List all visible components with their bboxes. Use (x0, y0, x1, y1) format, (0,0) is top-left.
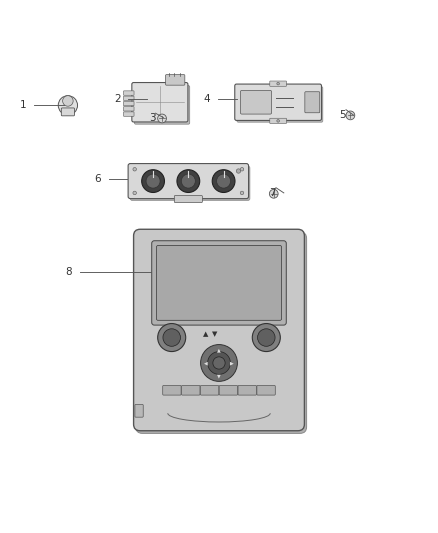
FancyBboxPatch shape (305, 92, 320, 113)
FancyBboxPatch shape (219, 385, 237, 395)
Text: ▼: ▼ (217, 374, 221, 378)
FancyBboxPatch shape (124, 96, 134, 101)
Circle shape (240, 191, 244, 195)
FancyBboxPatch shape (152, 241, 286, 325)
Circle shape (213, 357, 225, 369)
Circle shape (133, 191, 137, 195)
Circle shape (177, 169, 200, 192)
Circle shape (252, 324, 280, 352)
Circle shape (269, 189, 278, 198)
Circle shape (158, 324, 186, 352)
FancyBboxPatch shape (135, 405, 143, 417)
FancyBboxPatch shape (237, 87, 323, 122)
FancyBboxPatch shape (156, 246, 282, 320)
Circle shape (212, 169, 235, 192)
FancyBboxPatch shape (174, 196, 202, 203)
FancyBboxPatch shape (136, 232, 307, 433)
Text: ▶: ▶ (230, 360, 234, 366)
Text: 8: 8 (66, 266, 72, 277)
FancyBboxPatch shape (162, 385, 181, 395)
FancyBboxPatch shape (132, 83, 188, 122)
Text: 3: 3 (149, 112, 155, 123)
Circle shape (277, 82, 279, 85)
FancyBboxPatch shape (201, 385, 219, 395)
Circle shape (258, 329, 275, 346)
Text: ▲: ▲ (217, 348, 221, 352)
Circle shape (146, 174, 160, 188)
FancyBboxPatch shape (124, 112, 134, 116)
FancyBboxPatch shape (240, 91, 272, 114)
Circle shape (346, 111, 355, 120)
Circle shape (240, 167, 244, 171)
FancyBboxPatch shape (235, 84, 321, 120)
Circle shape (163, 329, 180, 346)
FancyBboxPatch shape (61, 108, 74, 116)
Circle shape (141, 169, 164, 192)
Circle shape (277, 119, 279, 122)
Circle shape (201, 344, 237, 382)
Circle shape (216, 174, 230, 188)
FancyBboxPatch shape (134, 86, 190, 124)
FancyBboxPatch shape (124, 107, 134, 111)
Text: 6: 6 (94, 174, 101, 184)
FancyBboxPatch shape (124, 101, 134, 106)
Circle shape (181, 174, 195, 188)
Text: 4: 4 (204, 94, 210, 104)
Circle shape (158, 114, 166, 123)
Circle shape (133, 167, 137, 171)
Circle shape (63, 96, 73, 106)
FancyBboxPatch shape (270, 118, 286, 124)
Text: 5: 5 (339, 110, 346, 120)
FancyBboxPatch shape (124, 91, 134, 95)
Text: ▲: ▲ (203, 331, 208, 337)
FancyBboxPatch shape (128, 164, 249, 199)
FancyBboxPatch shape (134, 229, 304, 431)
FancyBboxPatch shape (181, 385, 200, 395)
Text: 2: 2 (114, 94, 120, 104)
Text: ▼: ▼ (212, 331, 217, 337)
Text: 1: 1 (20, 100, 26, 110)
FancyBboxPatch shape (166, 75, 185, 85)
Circle shape (58, 96, 78, 115)
FancyBboxPatch shape (131, 166, 250, 200)
FancyBboxPatch shape (270, 81, 286, 86)
Text: ◀: ◀ (204, 360, 208, 366)
FancyBboxPatch shape (257, 385, 275, 395)
Text: 7: 7 (269, 188, 276, 198)
Circle shape (236, 169, 240, 173)
FancyBboxPatch shape (238, 385, 257, 395)
Circle shape (208, 352, 230, 374)
